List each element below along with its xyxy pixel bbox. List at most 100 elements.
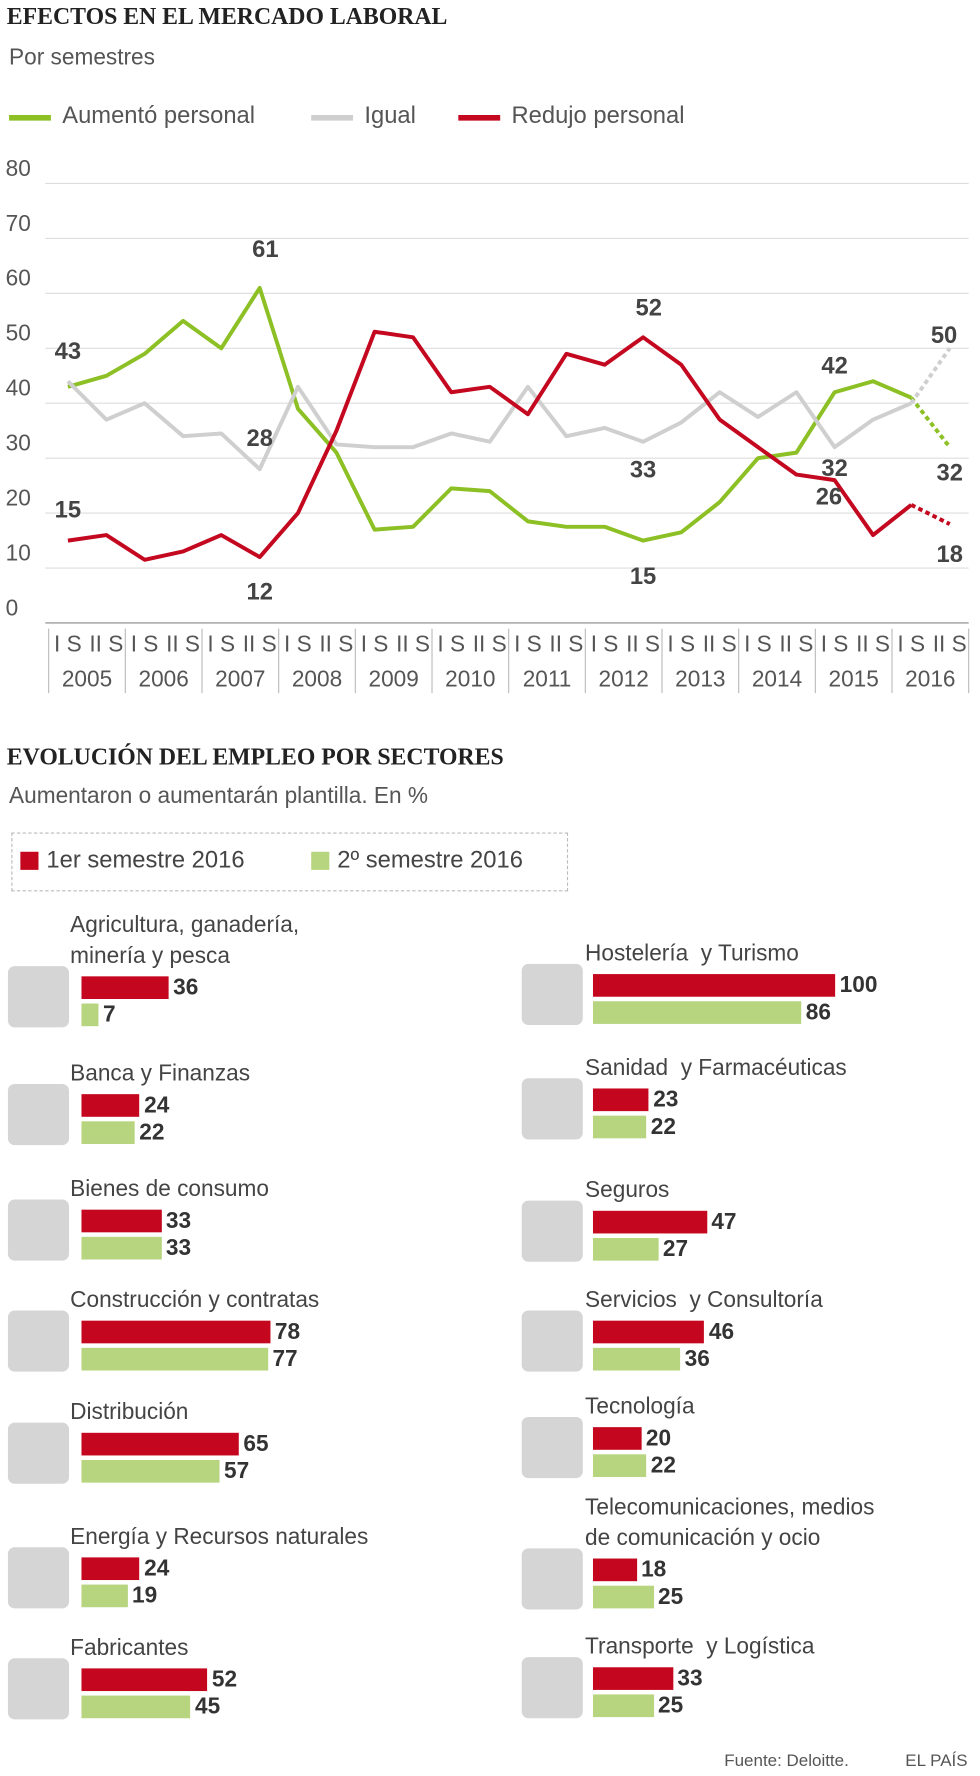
y-tick-label: 40	[6, 376, 31, 401]
sector-icon	[521, 1078, 583, 1140]
legend-label: Igual	[364, 102, 416, 129]
y-tick-label: 20	[6, 485, 31, 510]
y-tick-label: 60	[6, 266, 31, 291]
sector-icon	[521, 1310, 583, 1372]
data-label: 20	[645, 1426, 672, 1451]
category-label: Sanidad y Farmacéuticas	[585, 1055, 847, 1081]
category-label: Tecnología	[585, 1394, 695, 1420]
sector-icon	[7, 1422, 70, 1484]
x-semester-label: I S	[667, 632, 695, 657]
x-semester-label: II S	[319, 632, 353, 657]
data-label: 33	[165, 1208, 192, 1234]
bar	[592, 1585, 654, 1609]
dashed-segment	[910, 503, 951, 526]
data-label: 24	[144, 1556, 170, 1582]
legend-label: Redujo personal	[512, 102, 685, 129]
category-label: Telecomunicaciones, medios de comunicaci…	[585, 1495, 875, 1551]
x-semester-label: I S	[514, 632, 542, 657]
line-chart: 0 10 20 30 40 50 60 70 80 2005 I S II S 2006 I S II S 2…	[6, 102, 970, 694]
sector-icon	[521, 963, 583, 1026]
sector-icon	[521, 1200, 583, 1262]
x-semester-label: II S	[626, 632, 660, 657]
category-label: Construcción y contratas	[70, 1287, 320, 1313]
data-label: 28	[246, 425, 272, 452]
category-label: Hostelería y Turismo	[585, 941, 799, 967]
sector-icon	[521, 1416, 583, 1479]
dashed-segment	[909, 347, 952, 405]
data-label: 77	[272, 1346, 298, 1372]
legend-label: 1er semestre 2016	[46, 847, 245, 874]
bar	[81, 1003, 99, 1027]
x-semester-label: I S	[54, 632, 82, 657]
category-label: Seguros	[585, 1177, 670, 1203]
data-label: 100	[839, 972, 878, 998]
bar	[81, 1121, 135, 1144]
sector-icon	[521, 1548, 583, 1610]
dashed-segment	[909, 396, 952, 449]
data-label: 25	[658, 1693, 684, 1719]
x-semester-label: I S	[207, 632, 235, 657]
x-semester-label: II S	[549, 632, 583, 657]
x-semester-label: II S	[396, 632, 430, 657]
legend-label: Aumentó personal	[62, 102, 255, 129]
category-label: Agricultura, ganadería, minería y pesca	[70, 912, 300, 969]
y-tick-label: 10	[6, 540, 31, 565]
bar	[81, 1557, 140, 1581]
data-label: 22	[650, 1114, 676, 1140]
x-semester-label: II S	[89, 632, 123, 657]
data-label: 19	[132, 1583, 158, 1609]
y-tick-label: 50	[6, 321, 31, 346]
bar	[592, 1347, 681, 1371]
sector-icon	[7, 1547, 70, 1609]
bar	[592, 1088, 649, 1112]
line-series	[67, 285, 913, 543]
y-tick-label: 30	[6, 431, 31, 456]
bar	[592, 974, 836, 997]
sector-icon	[7, 966, 70, 1028]
data-label: 18	[641, 1557, 667, 1583]
x-year-label: 2016	[905, 667, 955, 692]
x-year-label: 2011	[523, 667, 572, 692]
x-year-label: 2010	[445, 667, 495, 692]
x-semester-label: I S	[131, 632, 159, 657]
data-label: 52	[635, 294, 661, 321]
data-label: 47	[711, 1209, 737, 1235]
x-semester-label: I S	[437, 632, 465, 657]
bar	[81, 1347, 268, 1371]
bar	[592, 1237, 659, 1261]
y-tick-label: 0	[6, 595, 19, 620]
data-label: 61	[252, 236, 278, 263]
sector-icon	[7, 1199, 70, 1261]
data-label: 15	[630, 563, 656, 590]
data-label: 7	[102, 1002, 116, 1028]
x-semester-label: I S	[361, 632, 389, 657]
data-label: 33	[677, 1666, 703, 1692]
category-label: Fabricantes	[70, 1635, 189, 1661]
data-label: 46	[708, 1319, 735, 1345]
bar	[81, 1236, 162, 1260]
bar	[81, 1695, 191, 1719]
x-year-label: 2014	[752, 667, 802, 692]
x-semester-label: II S	[933, 632, 967, 657]
x-semester-label: I S	[744, 632, 772, 657]
bar	[592, 1115, 647, 1139]
data-label: 12	[246, 579, 272, 606]
data-label: 36	[173, 975, 199, 1001]
data-label: 18	[937, 541, 963, 568]
x-semester-label: I S	[821, 632, 849, 657]
bar	[592, 1558, 637, 1582]
chart-subtitle: Aumentaron o aumentarán plantilla. En %	[9, 783, 429, 809]
sector-icon	[7, 1083, 70, 1146]
data-label: 24	[144, 1093, 170, 1118]
line-series	[67, 329, 913, 562]
x-semester-label: I S	[591, 632, 619, 657]
line-series	[66, 379, 913, 472]
data-label: 43	[55, 338, 81, 365]
data-label: 23	[653, 1087, 679, 1113]
data-label: 15	[55, 496, 81, 523]
data-label: 22	[650, 1453, 676, 1479]
brand: EL PAÍS	[905, 1751, 968, 1771]
bar	[81, 1320, 271, 1344]
